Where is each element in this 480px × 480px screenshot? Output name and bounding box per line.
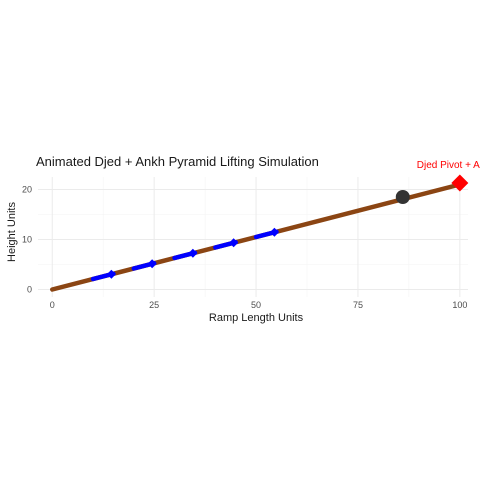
dark-point bbox=[396, 190, 410, 204]
x-tick-label: 50 bbox=[251, 300, 261, 310]
x-axis-label: Ramp Length Units bbox=[209, 312, 304, 324]
red-pivot bbox=[451, 175, 468, 192]
y-tick-label: 20 bbox=[22, 185, 32, 195]
y-tick-label: 0 bbox=[27, 285, 32, 295]
x-tick-label: 100 bbox=[452, 300, 467, 310]
x-tick-label: 75 bbox=[353, 300, 363, 310]
x-tick-label: 25 bbox=[149, 300, 159, 310]
y-axis-label: Height Units bbox=[6, 202, 18, 262]
annotations-layer: Djed Pivot + A bbox=[417, 160, 480, 171]
x-tick-label: 0 bbox=[50, 300, 55, 310]
y-tick-label: 10 bbox=[22, 235, 32, 245]
pivot-annotation: Djed Pivot + A bbox=[417, 160, 480, 171]
chart-title: Animated Djed + Ankh Pyramid Lifting Sim… bbox=[36, 154, 319, 169]
